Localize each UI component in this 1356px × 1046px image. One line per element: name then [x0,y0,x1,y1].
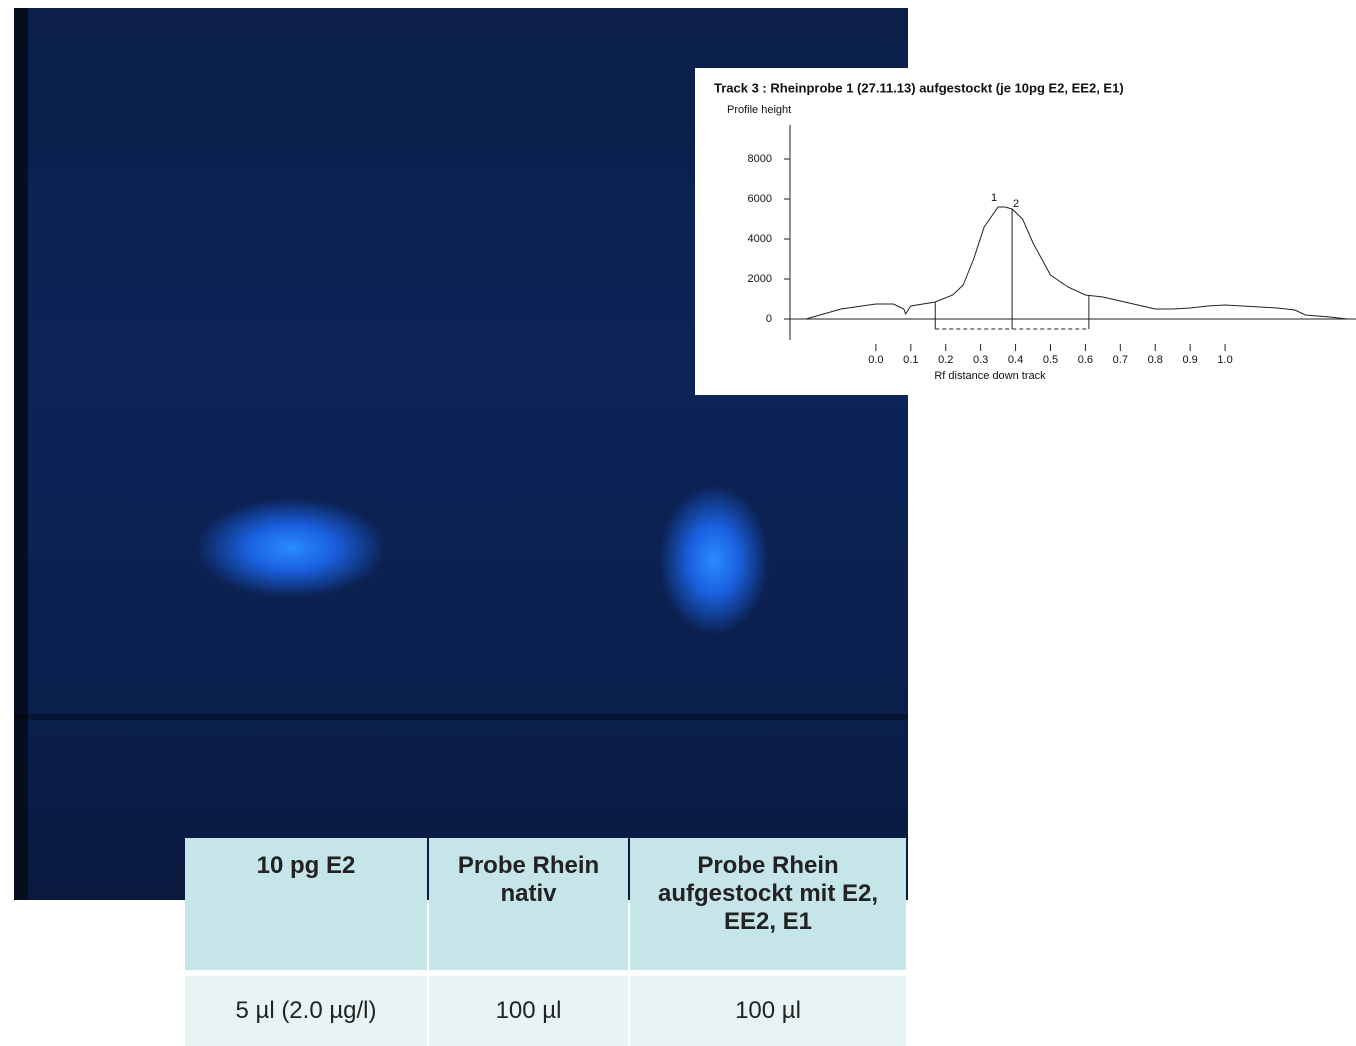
sample-table: 10 pg E2 Probe Rhein nativ Probe Rhein auf… [183,838,908,1046]
y-tick-label: 4000 [748,233,772,245]
x-tick-label: 0.0 [868,354,883,366]
table-header: 10 pg E2 [185,838,427,970]
y-tick-label: 6000 [748,193,772,205]
table-cell: 100 µl [429,970,628,1046]
x-tick-label: 0.4 [1008,354,1023,366]
table-header: Probe Rhein nativ [429,838,628,970]
chart-title: Track 3 : Rheinprobe 1 (27.11.13) aufges… [714,80,1124,95]
table-cell: 100 µl [630,970,906,1046]
table-cell: 5 µl (2.0 µg/l) [185,970,427,1046]
x-tick-label: 0.7 [1113,354,1128,366]
y-tick-label: 0 [766,313,772,325]
chart: Track 3 : Rheinprobe 1 (27.11.13) aufges… [695,68,1356,395]
y-tick-label: 2000 [748,273,772,285]
x-tick-label: 0.3 [973,354,988,366]
y-tick-label: 8000 [748,153,772,165]
profile-line [805,206,1348,320]
x-tick-label: 1.0 [1217,354,1232,366]
x-tick-label: 0.8 [1148,354,1163,366]
x-tick-label: 0.1 [903,354,918,366]
peak-label: 2 [1013,198,1019,210]
x-tick-label: 0.5 [1043,354,1058,366]
y-axis-label: Profile height [727,104,791,116]
table-header: Probe Rhein aufgestockt mit E2, EE2, E1 [630,838,906,970]
x-axis-label: Rf distance down track [934,370,1046,382]
x-tick-label: 0.2 [938,354,953,366]
x-tick-label: 0.9 [1182,354,1197,366]
peak-label: 1 [991,192,997,204]
x-tick-label: 0.6 [1078,354,1093,366]
